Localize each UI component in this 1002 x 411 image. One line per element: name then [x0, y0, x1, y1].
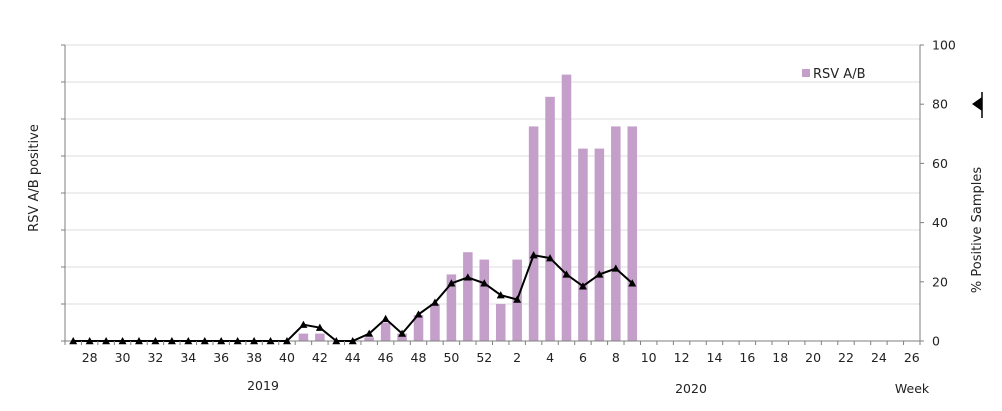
bar	[446, 274, 457, 341]
x-axis-tick-label: 14	[707, 350, 723, 365]
line-point	[595, 270, 604, 278]
right-axis-tick-label: 80	[932, 97, 948, 112]
bar	[495, 304, 506, 341]
left-axis-title: RSV A/B positive	[27, 124, 42, 232]
bar	[430, 304, 440, 341]
line-point	[365, 329, 374, 337]
bar	[561, 74, 572, 341]
x-axis-tick-label: 8	[612, 350, 620, 365]
line-point	[381, 314, 390, 322]
x-axis-tick-label: 44	[345, 350, 361, 365]
line-point	[546, 254, 555, 262]
line-point	[414, 310, 423, 318]
scroll-marker-icon	[972, 92, 983, 118]
bar	[463, 252, 473, 341]
bar	[479, 259, 490, 341]
line-point	[529, 251, 538, 259]
line-point	[118, 337, 127, 345]
right-axis-tick-label: 100	[932, 38, 956, 53]
bar	[528, 126, 539, 342]
line-point	[562, 270, 571, 278]
x-axis-tick-label: 46	[378, 350, 394, 365]
gridlines	[65, 44, 920, 305]
line-point	[184, 337, 193, 345]
x-axis-tick-label: 28	[82, 350, 98, 365]
x-axis-tick-label: 10	[641, 350, 657, 365]
x-axis-tick-label: 18	[772, 350, 788, 365]
line-point	[348, 337, 357, 345]
bar	[578, 148, 588, 341]
line-point	[496, 291, 505, 299]
line-point	[266, 337, 275, 345]
line-point	[200, 337, 209, 345]
bar	[315, 333, 325, 341]
line-point	[611, 264, 620, 272]
right-axis-tick-label: 40	[932, 215, 948, 230]
bar	[298, 333, 309, 341]
x-axis-tick-label: 34	[180, 350, 196, 365]
x-axis-tick-label: 42	[312, 350, 328, 365]
line-point	[102, 337, 111, 345]
line-point	[134, 337, 143, 345]
legend-label: RSV A/B	[813, 67, 866, 82]
line-point	[430, 298, 439, 306]
line-point	[151, 337, 160, 345]
x-axis-tick-label: 4	[546, 350, 554, 365]
line-point	[447, 279, 456, 287]
line-point	[463, 273, 472, 281]
x-axis-tick-label: 2	[513, 350, 521, 365]
legend-swatch	[802, 69, 810, 77]
line-point	[398, 329, 407, 337]
line-series	[69, 251, 637, 345]
bar	[611, 126, 621, 342]
x-axis-tick-label: 52	[476, 350, 492, 365]
line-point	[513, 295, 522, 303]
right-axis-title: % Positive Samples	[970, 167, 985, 293]
x-axis-tick-label: 48	[411, 350, 427, 365]
bar	[380, 322, 391, 341]
line-point	[233, 337, 242, 345]
x-axis-title: Week	[895, 381, 930, 396]
x-axis-tick-label: 20	[805, 350, 821, 365]
right-axis-tick-label: 60	[932, 156, 948, 171]
line-point	[217, 337, 226, 345]
line-point	[332, 337, 341, 345]
line-point	[578, 282, 587, 290]
x-axis-tick-label: 30	[115, 350, 131, 365]
x-axis-tick-label: 38	[246, 350, 262, 365]
line-point	[250, 337, 259, 345]
line-point	[85, 337, 94, 345]
bar	[545, 96, 555, 341]
x-axis-tick-label: 40	[279, 350, 295, 365]
bar-series	[298, 74, 638, 342]
line-point	[282, 337, 291, 345]
x-axis-tick-label: 12	[674, 350, 690, 365]
bar	[627, 126, 638, 342]
line-point	[628, 279, 637, 287]
bar	[413, 315, 424, 341]
x-axis-tick-label: 36	[213, 350, 229, 365]
line-point	[480, 279, 489, 287]
x-axis-tick-label: 50	[443, 350, 459, 365]
x-axis-tick-label: 22	[838, 350, 854, 365]
x-axis-tick-label: 16	[739, 350, 755, 365]
year-label-2020: 2020	[675, 381, 707, 396]
x-axis-tick-label: 26	[904, 350, 920, 365]
bar	[364, 337, 374, 341]
line-point	[69, 337, 78, 345]
line-point	[167, 337, 176, 345]
year-label-2019: 2019	[247, 378, 279, 393]
x-axis-tick-label: 24	[871, 350, 887, 365]
right-axis-tick-label: 20	[932, 274, 948, 289]
line-point	[315, 323, 324, 331]
x-axis-tick-label: 6	[579, 350, 587, 365]
right-axis-tick-label: 0	[932, 334, 940, 349]
x-axis-tick-label: 32	[147, 350, 163, 365]
bar	[397, 333, 407, 341]
legend: RSV A/B	[802, 67, 866, 82]
bar	[594, 148, 605, 341]
line-point	[299, 320, 308, 328]
